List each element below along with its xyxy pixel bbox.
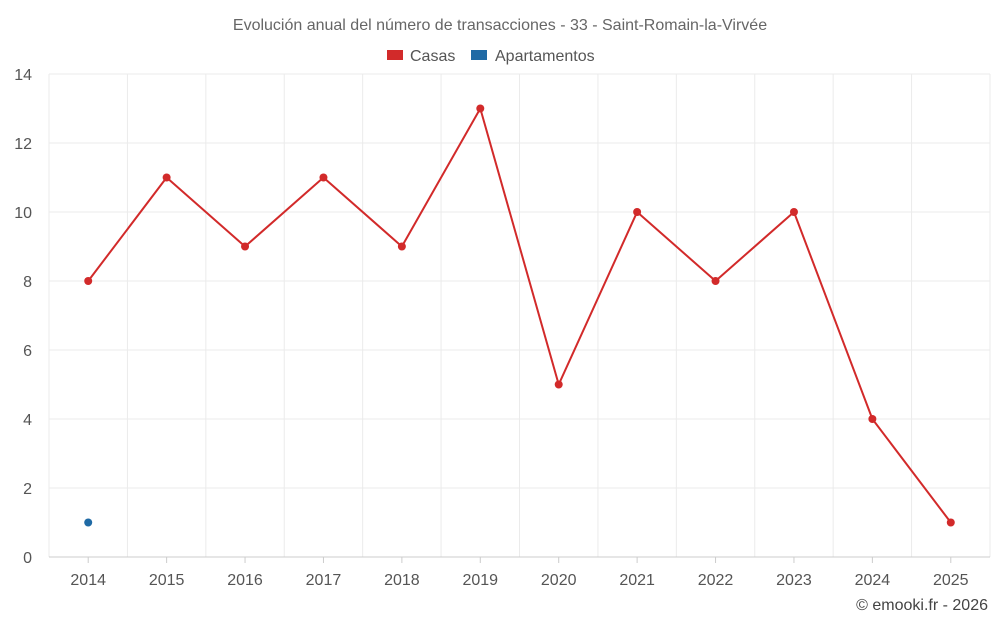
x-tick-label: 2022 <box>698 572 734 589</box>
x-tick-label: 2017 <box>306 572 342 589</box>
data-point-casas[interactable] <box>397 242 406 251</box>
series-apartamentos <box>84 518 93 527</box>
legend-swatch-casas <box>387 50 403 60</box>
data-point-casas[interactable] <box>241 242 250 251</box>
x-tick-label: 2024 <box>855 572 891 589</box>
data-point-casas[interactable] <box>946 518 955 527</box>
x-tick-label: 2014 <box>70 572 106 589</box>
legend-swatch-apartamentos <box>471 50 487 60</box>
legend-label-apartamentos[interactable]: Apartamentos <box>495 48 595 65</box>
data-point-casas[interactable] <box>476 104 485 113</box>
x-tick-label: 2015 <box>149 572 185 589</box>
axes: 0 2 4 6 8 10 12 14 2014 2015 2016 2017 2018 2019 2020 2… <box>14 67 990 589</box>
legend-label-casas[interactable]: Casas <box>410 48 455 65</box>
x-tick-label: 2023 <box>776 572 812 589</box>
x-tick-label: 2019 <box>462 572 498 589</box>
series-line-casas <box>87 107 952 524</box>
y-tick-label: 8 <box>23 274 32 291</box>
y-tick-label: 0 <box>23 550 32 567</box>
data-point-casas[interactable] <box>554 380 563 389</box>
x-tick-label: 2018 <box>384 572 420 589</box>
series <box>84 104 955 527</box>
y-tick-label: 2 <box>23 481 32 498</box>
y-tick-label: 10 <box>14 205 32 222</box>
data-point-casas[interactable] <box>711 277 720 285</box>
series-casas <box>84 104 955 527</box>
data-point-casas[interactable] <box>84 277 93 285</box>
data-point-casas[interactable] <box>868 415 877 423</box>
legend: Casas Apartamentos <box>387 48 595 65</box>
y-tick-label: 14 <box>14 67 32 84</box>
x-tick-label: 2021 <box>619 572 655 589</box>
data-point-casas[interactable] <box>789 208 798 216</box>
credit-text: © emooki.fr - 2026 <box>856 597 988 614</box>
x-tick-label: 2016 <box>227 572 263 589</box>
chart-title: Evolución anual del número de transaccio… <box>233 17 767 34</box>
data-point-casas[interactable] <box>162 173 171 182</box>
grid <box>48 73 991 557</box>
data-point-apartamentos[interactable] <box>84 518 93 527</box>
y-tick-label: 4 <box>23 412 32 429</box>
y-tick-label: 12 <box>14 136 32 153</box>
data-point-casas[interactable] <box>633 208 642 216</box>
data-point-casas[interactable] <box>319 173 328 182</box>
y-tick-label: 6 <box>23 343 32 360</box>
x-tick-label: 2025 <box>933 572 969 589</box>
x-tick-label: 2020 <box>541 572 577 589</box>
